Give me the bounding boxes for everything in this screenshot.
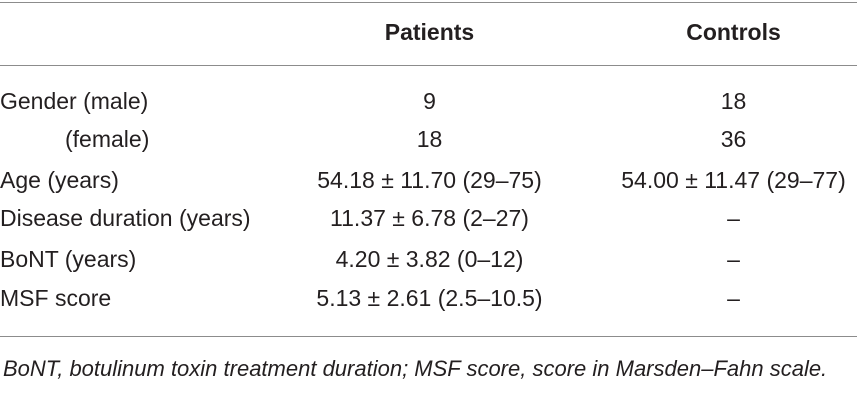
cell-patients: 11.37 ± 6.78 (2–27) bbox=[330, 205, 529, 231]
cell-controls: 18 bbox=[720, 88, 747, 114]
cell-controls: – bbox=[727, 246, 740, 272]
row-label: Gender (male) bbox=[0, 88, 149, 114]
row-label: Disease duration (years) bbox=[0, 205, 251, 231]
header-rule bbox=[0, 65, 857, 66]
row-label: MSF score bbox=[0, 285, 112, 311]
top-rule bbox=[0, 2, 857, 3]
row-label: BoNT (years) bbox=[0, 246, 137, 272]
table-footnote: BoNT, botulinum toxin treatment duration… bbox=[3, 356, 828, 381]
cell-patients: 9 bbox=[423, 88, 436, 114]
header-controls: Controls bbox=[686, 19, 781, 45]
cell-patients: 18 bbox=[416, 126, 443, 152]
header-patients: Patients bbox=[384, 19, 475, 45]
cell-patients: 54.18 ± 11.70 (29–75) bbox=[317, 167, 542, 193]
cell-patients: 4.20 ± 3.82 (0–12) bbox=[335, 246, 524, 272]
bottom-rule bbox=[0, 336, 857, 337]
row-label: Age (years) bbox=[0, 167, 119, 193]
cell-controls: 36 bbox=[720, 126, 747, 152]
cell-controls: 54.00 ± 11.47 (29–77) bbox=[621, 167, 846, 193]
cell-patients: 5.13 ± 2.61 (2.5–10.5) bbox=[316, 285, 543, 311]
row-label: (female) bbox=[65, 126, 150, 152]
cell-controls: – bbox=[727, 285, 740, 311]
cell-controls: – bbox=[727, 205, 740, 231]
